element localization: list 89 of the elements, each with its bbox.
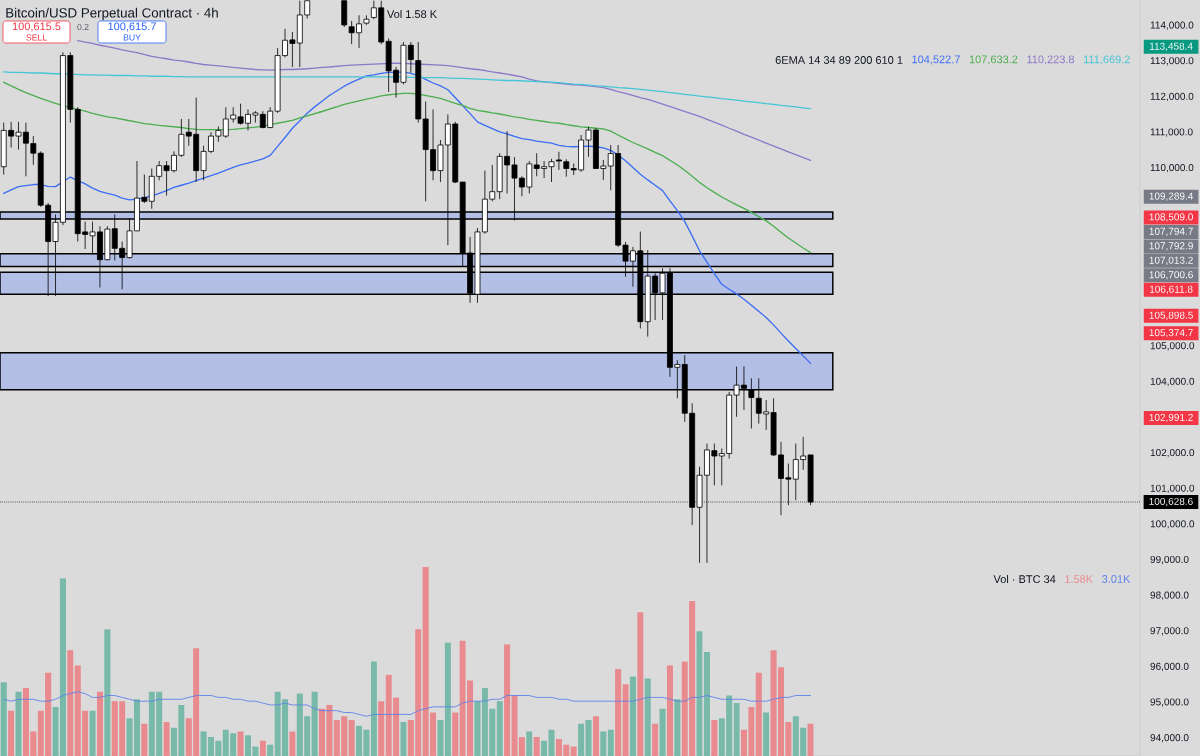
text: 107,792.9 [1149, 242, 1193, 251]
bar [659, 708, 666, 756]
bar [644, 678, 651, 756]
bar [452, 712, 459, 756]
bar [592, 716, 599, 756]
bar [15, 691, 22, 756]
y-tick-label: 113,000.0 [1150, 57, 1194, 66]
bar [59, 578, 66, 756]
legend-title: 6EMA 14 34 89 200 610 1 [775, 56, 903, 64]
text: 1.58K [1065, 575, 1093, 583]
text: 113,458.4 [1149, 42, 1193, 51]
y-tick-label: 105,000.0 [1150, 342, 1195, 351]
bar [311, 691, 318, 756]
text: 107,013.2 [1149, 256, 1193, 265]
bar [526, 731, 533, 756]
bar [674, 699, 681, 756]
y-tick-label: 97,000.0 [1150, 627, 1189, 636]
bar [518, 737, 525, 756]
bar [141, 723, 148, 756]
bar [629, 676, 636, 756]
text: 107,794.7 [1149, 227, 1193, 237]
legend-title: Vol · BTC 34 [993, 574, 1056, 584]
bar [467, 680, 474, 756]
text: 3.01K [1102, 575, 1131, 583]
annotation: 100,615.5 [12, 22, 61, 32]
text: Bitcoin/USD Perpetual Contract · 4h [6, 7, 218, 21]
bar [615, 669, 622, 756]
bar [755, 672, 762, 756]
y-tick-label: 100,000.0 [1150, 520, 1195, 529]
y-tick-label: 95,000.0 [1150, 698, 1189, 707]
bar [348, 720, 355, 756]
bar [711, 720, 718, 756]
bar [378, 701, 385, 756]
text: 106,611.8 [1149, 285, 1193, 294]
text: 105,898.5 [1149, 311, 1193, 320]
y-tick-label: 94,000.0 [1150, 734, 1189, 743]
bar [437, 720, 444, 756]
bar [740, 729, 747, 756]
y-tick-label: 99,000.0 [1150, 555, 1189, 565]
text: 106,700.6 [1149, 271, 1193, 280]
annotation: SELL [26, 34, 47, 41]
ref-line-label: 100,628.6 [1149, 497, 1193, 507]
bar [533, 737, 540, 756]
bar [0, 682, 7, 756]
bar [89, 710, 96, 756]
bar [67, 650, 74, 756]
bar [733, 703, 740, 756]
text: 105,374.7 [1149, 329, 1193, 338]
bar [763, 712, 770, 756]
bar [259, 740, 266, 756]
text: 107,633.2 [969, 55, 1018, 65]
text: 108,509.0 [1149, 213, 1193, 222]
bar [96, 691, 103, 756]
text: 104,522.7 [912, 55, 960, 65]
y-tick-label: 101,000.0 [1150, 484, 1195, 493]
y-tick-label: 112,000.0 [1150, 92, 1194, 102]
bar [504, 644, 511, 756]
bar [622, 684, 629, 756]
text: 111,669.2 [1083, 55, 1130, 65]
bar [689, 601, 696, 756]
bar [652, 723, 659, 756]
y-tick-label: 102,000.0 [1150, 449, 1195, 458]
bar [111, 701, 118, 756]
bar [496, 701, 503, 756]
y-tick-label: 104,000.0 [1150, 377, 1195, 387]
annotation: 100,615.7 [108, 22, 156, 32]
bar [666, 665, 673, 756]
y-tick-label: 111,000.0 [1150, 128, 1193, 137]
bar [267, 744, 274, 756]
bar [370, 661, 377, 756]
bar [600, 731, 607, 756]
bar [237, 731, 244, 756]
annotation: BUY [123, 34, 141, 41]
y-tick-label: 98,000.0 [1150, 591, 1189, 600]
text: 102,991.2 [1149, 413, 1193, 423]
bar [230, 733, 237, 756]
bar [341, 716, 348, 756]
y-tick-label: 110,000.0 [1150, 164, 1194, 173]
bar [703, 652, 710, 756]
bar [104, 629, 111, 756]
bar [800, 727, 807, 756]
y-tick-label: 96,000.0 [1150, 662, 1189, 672]
text: 109,289.4 [1149, 192, 1194, 201]
annotation: 0.2 [77, 23, 89, 31]
annotation: Vol 1.58 K [386, 9, 437, 19]
bar [444, 642, 451, 756]
bar [607, 729, 614, 756]
text: 110,223.8 [1027, 55, 1075, 65]
y-tick-label: 114,000.0 [1150, 21, 1194, 30]
